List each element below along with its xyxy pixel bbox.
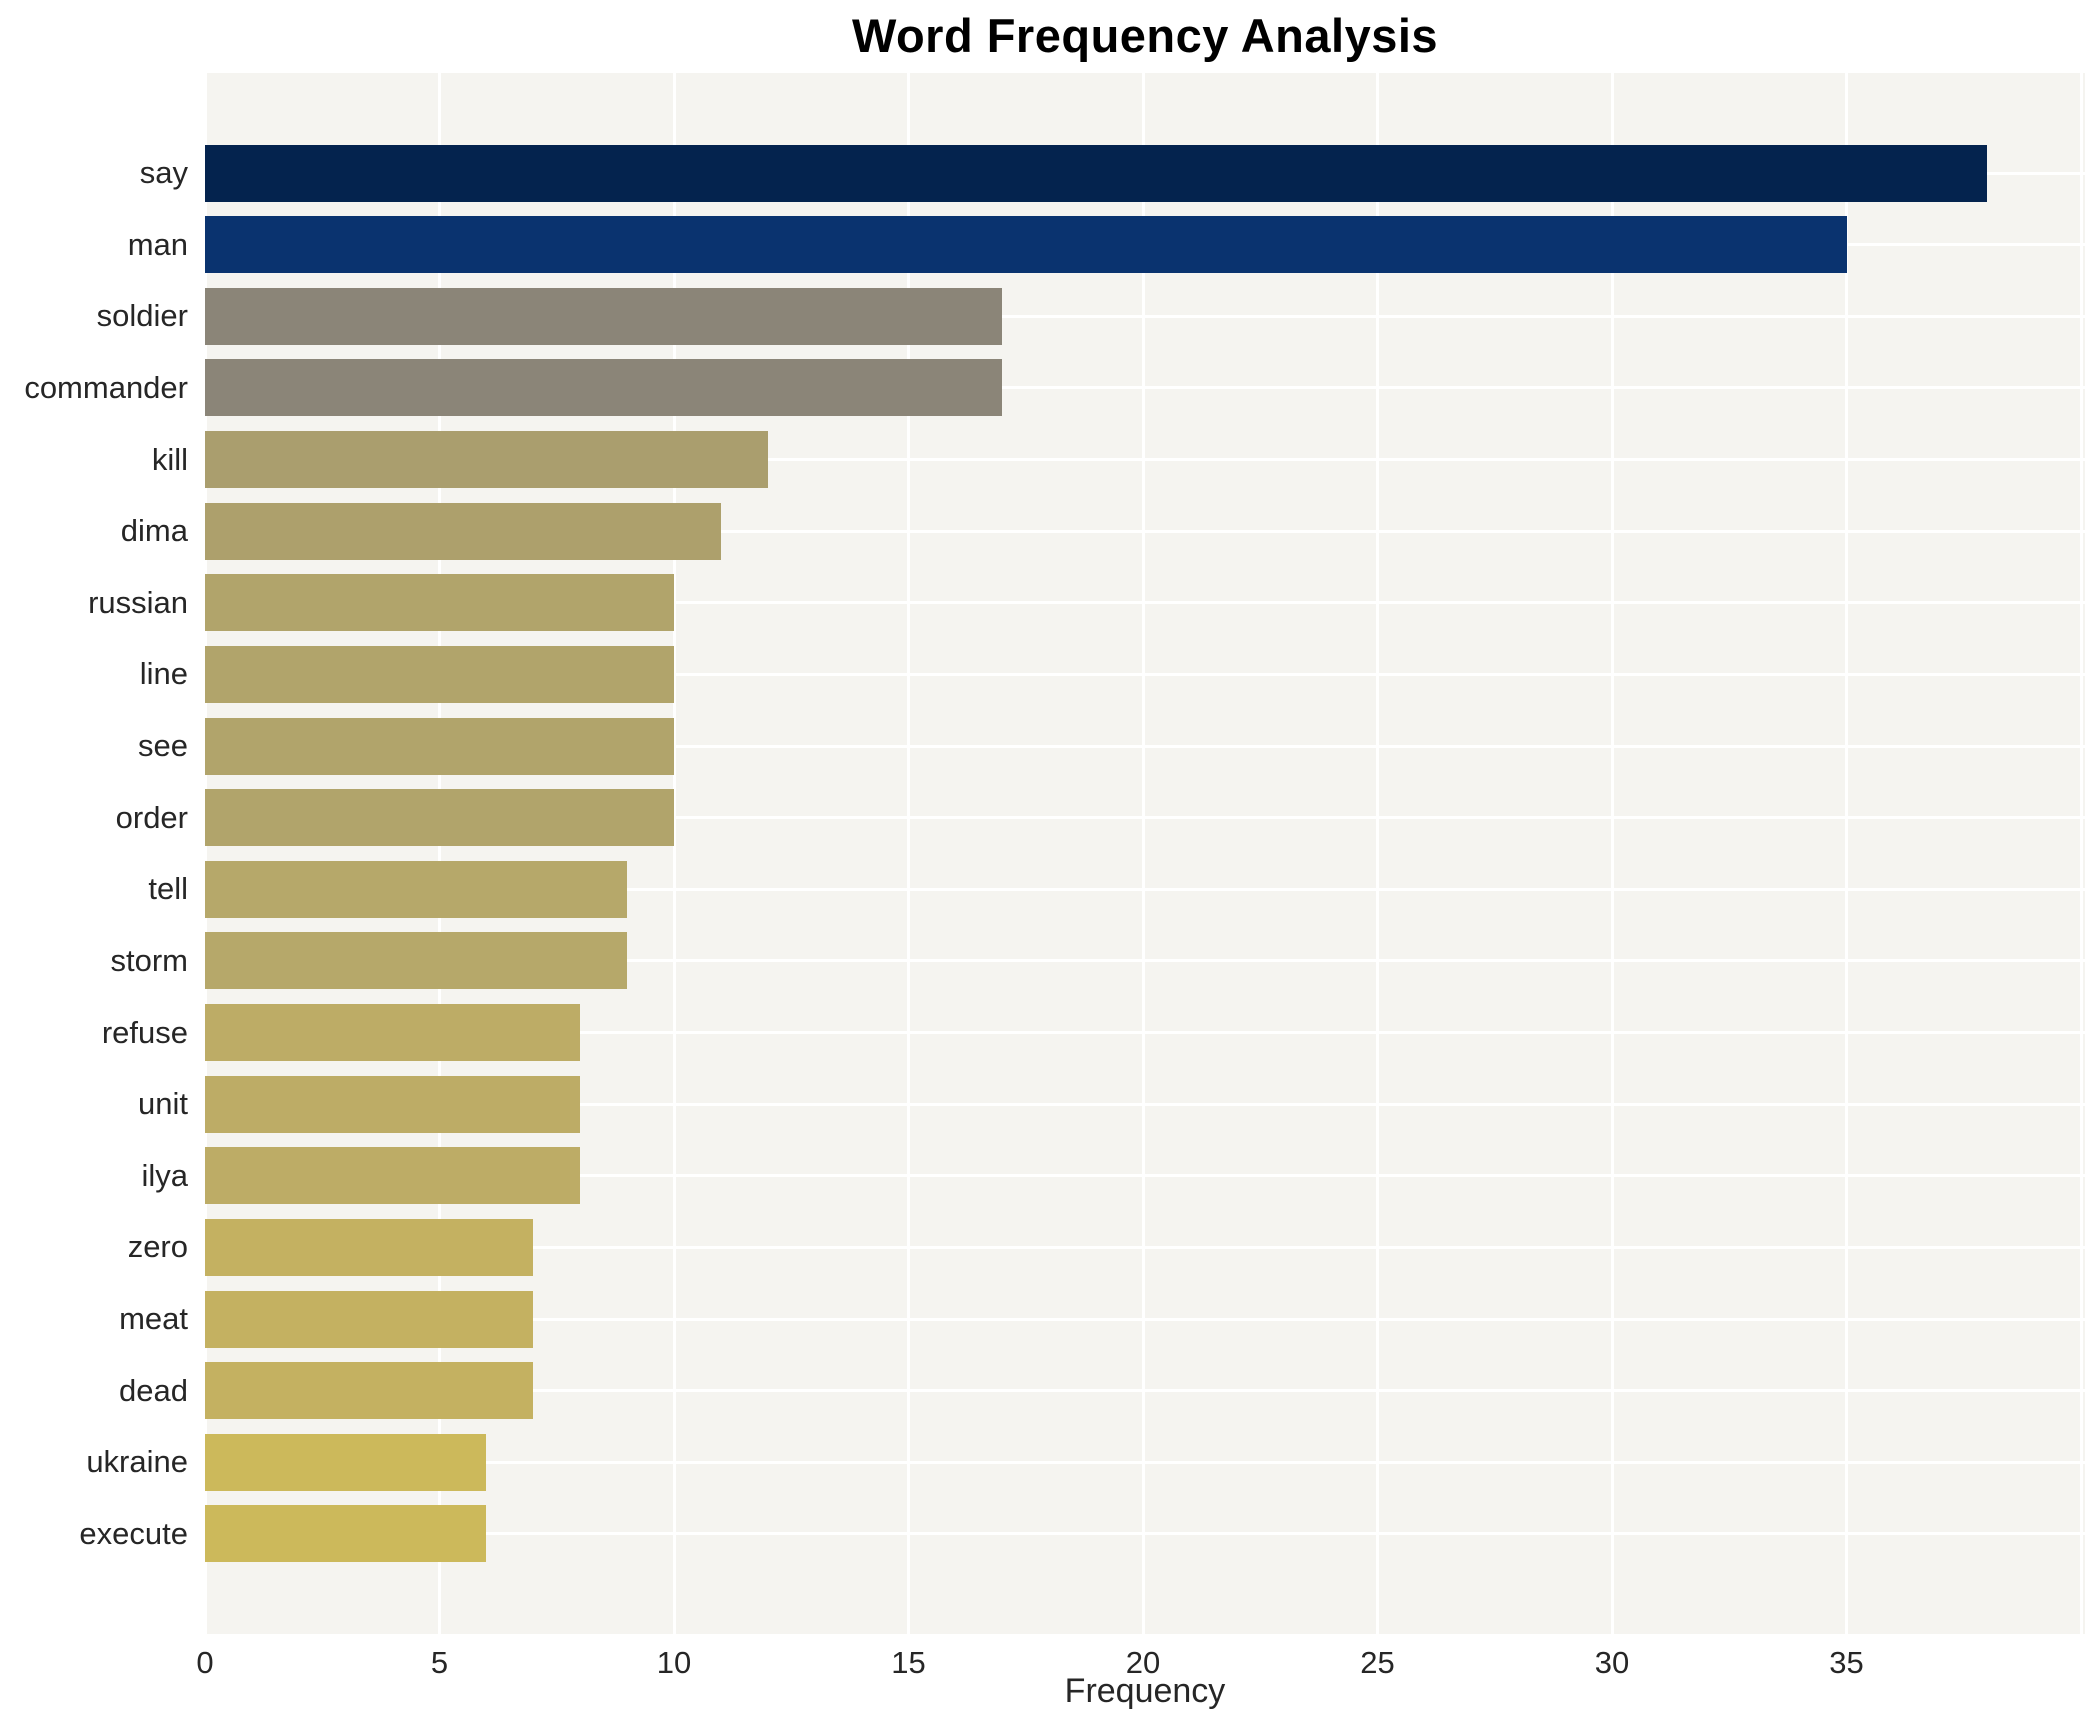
- y-tick-label-see: see: [138, 728, 188, 764]
- bar-ilya: [205, 1147, 581, 1205]
- vertical-gridline: [1141, 73, 1145, 1634]
- y-tick-label-soldier: soldier: [96, 298, 188, 334]
- horizontal-gridline: [205, 314, 2085, 318]
- x-tick-label: 5: [430, 1645, 449, 1680]
- vertical-gridline: [1845, 73, 1848, 1634]
- bar-execute: [205, 1505, 487, 1563]
- x-axis-title: Frequency: [1064, 1672, 1226, 1710]
- bar-soldier: [205, 287, 1003, 345]
- y-tick-label-execute: execute: [79, 1515, 188, 1551]
- bar-kill: [205, 431, 768, 489]
- y-tick-label-meat: meat: [119, 1301, 188, 1337]
- x-tick-label: 30: [1594, 1645, 1630, 1680]
- horizontal-gridline: [205, 672, 2085, 676]
- horizontal-gridline: [205, 529, 2085, 533]
- vertical-gridline: [205, 73, 207, 1634]
- horizontal-gridline: [205, 1317, 2085, 1321]
- y-tick-label-commander: commander: [24, 369, 188, 405]
- y-tick-label-man: man: [127, 226, 188, 262]
- y-tick-label-order: order: [115, 799, 188, 835]
- y-tick-label-zero: zero: [127, 1229, 188, 1265]
- x-tick-label: 35: [1829, 1645, 1864, 1680]
- bar-say: [205, 144, 1988, 202]
- plot-area: [205, 73, 2085, 1634]
- y-tick-label-storm: storm: [110, 942, 189, 978]
- vertical-gridline: [1610, 73, 1614, 1634]
- horizontal-gridline: [205, 1174, 2085, 1178]
- horizontal-gridline: [205, 386, 2085, 390]
- x-tick-label: 20: [1125, 1645, 1161, 1680]
- y-tick-label-kill: kill: [151, 441, 188, 477]
- vertical-gridline: [672, 73, 676, 1634]
- bar-ukraine: [205, 1433, 487, 1491]
- y-tick-label-ukraine: ukraine: [86, 1444, 188, 1480]
- bar-zero: [205, 1218, 534, 1276]
- y-tick-label-refuse: refuse: [101, 1014, 188, 1050]
- horizontal-gridline: [205, 458, 2085, 462]
- horizontal-gridline: [205, 1245, 2085, 1249]
- bar-tell: [205, 860, 628, 918]
- x-tick-label: 15: [891, 1645, 926, 1680]
- horizontal-gridline: [205, 1031, 2085, 1035]
- bar-storm: [205, 932, 628, 990]
- bar-meat: [205, 1290, 534, 1348]
- bar-line: [205, 645, 674, 703]
- bar-order: [205, 789, 674, 847]
- y-tick-label-ilya: ilya: [141, 1157, 188, 1193]
- horizontal-gridline: [205, 744, 2085, 748]
- bar-see: [205, 717, 674, 775]
- horizontal-gridline: [205, 1102, 2085, 1106]
- vertical-gridline: [2079, 73, 2083, 1634]
- vertical-gridline: [1376, 73, 1379, 1634]
- bar-unit: [205, 1075, 581, 1133]
- horizontal-gridline: [205, 1460, 2085, 1464]
- y-tick-label-line: line: [139, 656, 188, 692]
- bar-man: [205, 216, 1847, 274]
- horizontal-gridline: [205, 601, 2085, 605]
- x-axis-ticks: 0 5 10 15 20 25 30 35: [196, 1645, 2085, 1685]
- y-tick-label-dead: dead: [119, 1372, 188, 1408]
- y-tick-label-tell: tell: [148, 871, 188, 907]
- x-tick-label: 25: [1360, 1645, 1395, 1680]
- bar-dima: [205, 502, 721, 560]
- y-tick-label-dima: dima: [120, 513, 188, 549]
- bar-commander: [205, 359, 1003, 417]
- chart-title: Word Frequency Analysis: [851, 9, 1439, 62]
- horizontal-gridline: [205, 1389, 2085, 1393]
- horizontal-gridline: [205, 959, 2085, 963]
- horizontal-gridline: [205, 887, 2085, 891]
- y-tick-label-say: say: [139, 155, 188, 190]
- y-axis-labels: say man soldier commander kill dima russian lin…: [0, 73, 188, 1634]
- bar-dead: [205, 1362, 534, 1420]
- x-tick-label: 10: [656, 1645, 692, 1680]
- x-tick-label: 0: [196, 1645, 214, 1680]
- bar-refuse: [205, 1004, 581, 1062]
- vertical-gridline: [907, 73, 910, 1634]
- y-tick-label-unit: unit: [138, 1086, 188, 1122]
- vertical-gridline: [438, 73, 441, 1634]
- horizontal-gridline: [205, 816, 2085, 820]
- y-tick-label-russian: russian: [88, 584, 188, 620]
- bar-russian: [205, 574, 674, 632]
- horizontal-gridline: [205, 1532, 2085, 1536]
